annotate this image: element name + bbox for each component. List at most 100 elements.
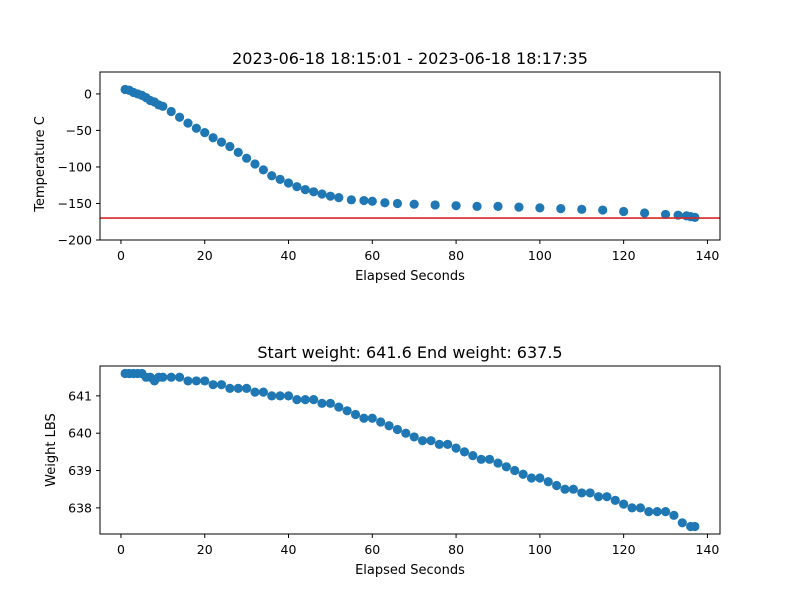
weight-point: [451, 443, 461, 453]
weight-point: [510, 465, 520, 476]
weight-point: [434, 439, 444, 449]
weight-point: [593, 492, 604, 502]
weight-point: [652, 507, 662, 517]
temperature-x-tick-label: 20: [197, 248, 213, 263]
temperature-x-ticks: 0 20 40 60 80 100 120 140: [117, 240, 719, 263]
temperature-x-tick-label: 100: [528, 248, 552, 263]
weight-point: [476, 454, 486, 464]
weight-point: [325, 398, 336, 408]
temperature-point: [242, 153, 252, 163]
weight-point: [350, 409, 361, 420]
weight-point: [493, 458, 503, 468]
weight-point: [208, 380, 218, 390]
weight-point: [334, 402, 344, 412]
temperature-chart-title: 2023-06-18 18:15:01 - 2023-06-18 18:17:3…: [232, 49, 588, 68]
temperature-x-tick-label: 120: [612, 248, 636, 263]
weight-point: [216, 380, 227, 390]
temperature-point: [660, 209, 671, 220]
temperature-point: [292, 182, 302, 192]
temperature-point: [334, 193, 344, 203]
temperature-point: [174, 112, 185, 122]
temperature-point: [283, 178, 294, 188]
weight-plot-frame: [99, 365, 721, 535]
weight-point: [619, 499, 629, 509]
weight-point: [309, 395, 319, 405]
temperature-point: [472, 201, 482, 211]
temperature-point: [191, 123, 201, 133]
temperature-point: [451, 201, 461, 211]
temperature-point: [514, 202, 524, 212]
temperature-y-tick-label: −50: [66, 123, 92, 138]
temperature-point: [258, 165, 268, 175]
weight-point: [342, 406, 352, 416]
weight-point: [392, 424, 403, 435]
weight-point: [426, 436, 436, 446]
weight-point: [484, 454, 495, 464]
weight-x-tick-label: 40: [281, 542, 297, 557]
weight-x-ticks: 0 20 40 60 80 100 120 140: [117, 534, 719, 557]
temperature-point: [577, 204, 587, 214]
temperature-point: [300, 185, 310, 195]
weight-x-tick-label: 60: [364, 542, 380, 557]
weight-point: [585, 488, 595, 498]
weight-x-tick-label: 0: [117, 542, 125, 557]
weight-point: [233, 383, 243, 393]
temperature-point: [409, 199, 419, 209]
weight-point: [459, 447, 470, 457]
temperature-panel: 2023-06-18 18:15:01 - 2023-06-18 18:17:3…: [33, 49, 721, 284]
weight-point: [242, 383, 252, 393]
weight-y-axis-label: Weight LBS: [44, 413, 59, 487]
temperature-point: [325, 191, 336, 201]
temperature-point: [267, 171, 277, 181]
weight-point: [376, 417, 386, 427]
weight-point: [359, 413, 369, 423]
temperature-point: [275, 174, 285, 184]
weight-y-ticks: 638 639 640 641: [68, 388, 100, 515]
weight-point: [690, 521, 700, 532]
temperature-x-tick-label: 40: [281, 248, 297, 263]
weight-x-tick-label: 80: [448, 542, 464, 557]
temperature-plot-frame: [99, 71, 721, 241]
temperature-point: [200, 128, 210, 138]
weight-point: [225, 383, 235, 393]
weight-point: [250, 387, 260, 397]
weight-point: [267, 391, 277, 401]
weight-point: [560, 484, 570, 494]
temperature-point: [216, 137, 227, 147]
weight-point: [660, 507, 671, 517]
temperature-x-tick-label: 60: [364, 248, 380, 263]
temperature-y-tick-label: 0: [84, 86, 92, 101]
temperature-x-tick-label: 0: [117, 248, 125, 263]
weight-point: [627, 503, 637, 513]
weight-point: [292, 395, 302, 405]
weight-point: [677, 518, 687, 528]
weight-point: [568, 484, 578, 494]
temperature-point: [183, 118, 193, 128]
temperature-point: [598, 205, 608, 215]
weight-point: [258, 387, 268, 397]
weight-point: [367, 413, 377, 423]
temperature-point: [166, 106, 176, 117]
temperature-point: [225, 141, 235, 152]
weight-point: [401, 428, 411, 438]
temperature-point: [556, 203, 566, 214]
temperature-y-tick-label: −100: [58, 159, 92, 174]
temperature-point: [233, 147, 243, 157]
temperature-point: [392, 198, 403, 209]
temperature-point: [639, 208, 650, 218]
temperature-y-tick-label: −150: [58, 196, 92, 211]
temperature-point: [430, 200, 440, 210]
temperature-point: [619, 206, 629, 217]
weight-point: [158, 372, 168, 382]
weight-point: [602, 492, 612, 502]
weight-x-tick-label: 140: [696, 542, 720, 557]
temperature-point: [380, 198, 390, 208]
weight-point: [409, 432, 419, 442]
temperature-x-tick-label: 80: [448, 248, 464, 263]
weight-x-tick-label: 100: [528, 542, 552, 557]
temperature-point: [250, 159, 260, 169]
temperature-point: [208, 133, 218, 143]
weight-point: [535, 473, 545, 483]
weight-point: [610, 495, 620, 505]
weight-y-tick-label: 639: [68, 463, 92, 478]
